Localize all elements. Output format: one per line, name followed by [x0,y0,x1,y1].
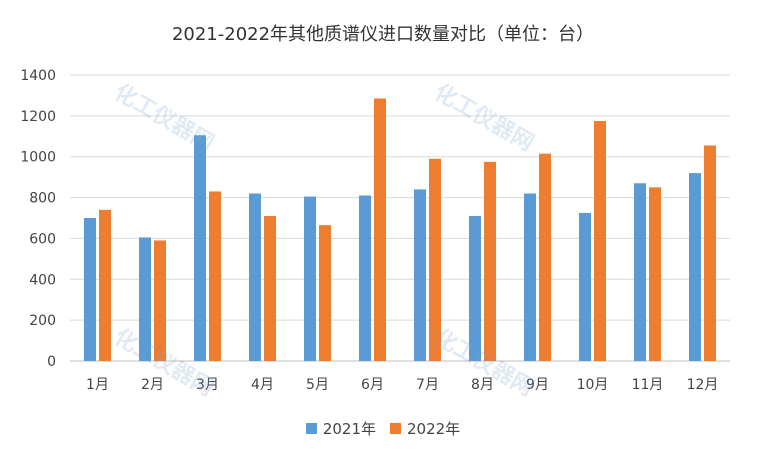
bar-2022年-9月 [539,153,551,361]
y-tick-label-1400: 1400 [20,68,56,84]
x-tick-label-10月: 10月 [577,377,609,393]
bar-2021年-6月 [359,195,371,361]
x-tick-label-3月: 3月 [196,377,219,393]
y-tick-label-200: 200 [29,313,56,329]
legend-item-2021: 2021年 [305,418,376,439]
x-tick-label-1月: 1月 [86,377,109,393]
bar-2022年-1月 [99,209,111,361]
bar-2022年-2月 [154,240,166,361]
bar-2021年-7月 [414,189,426,361]
x-tick-label-2月: 2月 [141,377,164,393]
bar-2021年-10月 [579,212,591,361]
bar-2022年-3月 [209,191,221,361]
bar-2022年-10月 [594,120,606,361]
bar-2022年-11月 [649,187,661,361]
bar-2021年-2月 [139,237,151,361]
bar-2021年-5月 [304,196,316,361]
x-tick-label-4月: 4月 [251,377,274,393]
bar-2022年-8月 [484,161,496,361]
y-tick-label-1000: 1000 [20,150,56,166]
bar-2021年-9月 [524,193,536,361]
bar-2022年-4月 [264,215,276,361]
bar-2022年-5月 [319,225,331,361]
y-tick-label-1200: 1200 [20,109,56,125]
x-tick-label-12月: 12月 [687,377,719,393]
bar-2021年-4月 [249,193,261,361]
legend-swatch-2022 [390,423,401,434]
x-tick-label-6月: 6月 [361,377,384,393]
x-tick-label-9月: 9月 [526,377,549,393]
bar-2021年-11月 [634,183,646,361]
bar-2022年-7月 [429,158,441,361]
chart-title: 2021-2022年其他质谱仪进口数量对比（单位：台） [171,24,595,45]
legend-item-2022: 2022年 [390,418,460,439]
bar-2021年-1月 [84,218,96,361]
x-tick-label-7月: 7月 [416,377,439,393]
x-tick-label-11月: 11月 [632,377,664,393]
legend: 2021年 2022年 [0,418,766,439]
bar-2021年-12月 [689,173,701,361]
y-tick-label-400: 400 [29,272,56,288]
bar-2022年-6月 [374,98,386,361]
legend-label-2021: 2021年 [322,420,376,438]
bar-2021年-3月 [194,135,206,361]
y-tick-label-600: 600 [29,231,56,247]
y-tick-label-0: 0 [47,354,56,370]
x-tick-label-5月: 5月 [306,377,329,393]
bar-2022年-12月 [704,145,716,361]
bar-2021年-8月 [469,215,481,361]
legend-label-2022: 2022年 [407,420,461,438]
x-tick-label-8月: 8月 [471,377,494,393]
y-tick-label-800: 800 [29,191,56,207]
legend-swatch-2021 [305,423,317,434]
